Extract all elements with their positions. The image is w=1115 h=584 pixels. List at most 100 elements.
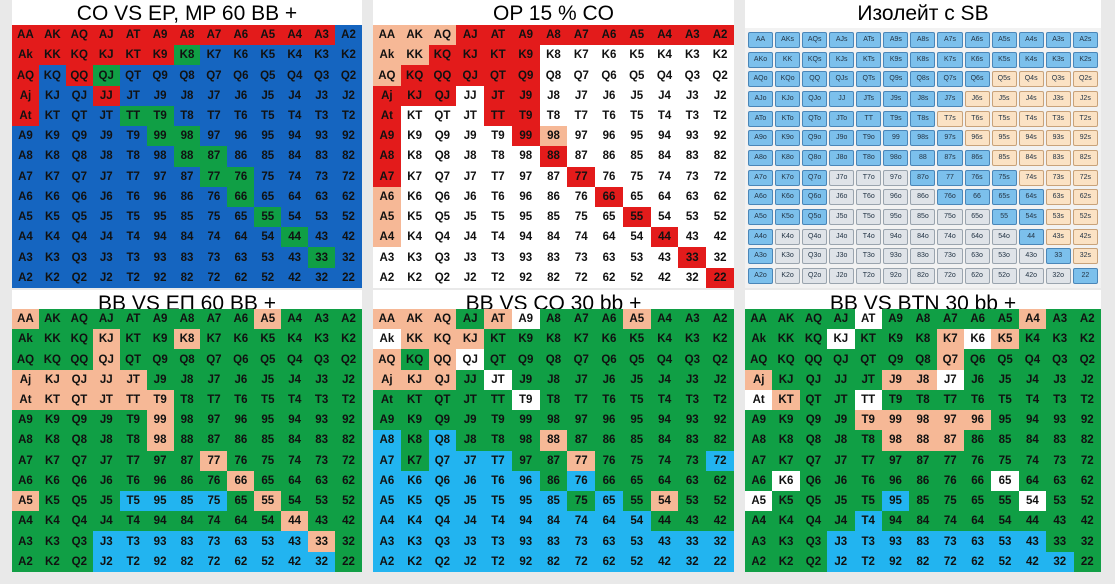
hand-cell: J3: [456, 247, 485, 268]
hand-cell: A9: [12, 410, 39, 431]
hand-cell: 84: [650, 146, 679, 167]
hand-cell: T3: [308, 389, 336, 411]
hand-cell: K9: [400, 126, 429, 147]
hand-cell: 76: [567, 470, 596, 491]
hand-cell: T8: [119, 430, 147, 451]
panel-op-15-co: OP 15 % CO AA AK AQ AJ AT A9 A8 A7 A6 A5 A4 A3 A2 Ak K…: [373, 0, 734, 288]
hand-cell: 63: [308, 186, 336, 207]
hand-cell: A3o: [747, 247, 774, 267]
hand-cell: Q8: [65, 146, 93, 167]
hand-cell: K5o: [774, 207, 801, 227]
range-row: A2o K2o Q2o J2o T2o 92o 82o 72o 62o 52o 42o 32o 22: [747, 266, 1099, 286]
hand-cell: AQo: [747, 69, 774, 89]
hand-cell: 97: [146, 450, 174, 471]
hand-cell: A4: [281, 25, 309, 46]
hand-cell: K7: [38, 450, 66, 471]
hand-cell: 84: [650, 430, 679, 451]
hand-cell: K8: [173, 329, 201, 350]
hand-cell: Q7: [200, 349, 228, 370]
hand-cell: KTs: [855, 50, 882, 70]
hand-cell: T2s: [1072, 109, 1099, 129]
hand-cell: Q4: [799, 511, 828, 532]
hand-cell: 72: [567, 267, 596, 288]
hand-cell: 95: [254, 126, 282, 147]
hand-cell: J4: [650, 85, 679, 106]
hand-cell: QJ: [456, 65, 485, 86]
hand-cell: QT: [854, 349, 882, 370]
hand-cell: QJ: [827, 349, 855, 370]
hand-cell: A4: [12, 511, 39, 532]
range-row: Aj KJ QJ JJ JT J9 J8 J7 J6 J5 J4 J3 J2: [12, 85, 362, 106]
hand-cell: A2s: [1072, 30, 1099, 50]
hand-cell: QJo: [801, 89, 828, 109]
hand-cell: J5s: [991, 89, 1018, 109]
hand-cell: 64: [281, 186, 309, 207]
hand-cell: T5: [254, 389, 282, 411]
hand-cell: 85o: [909, 207, 936, 227]
hand-cell: AQ: [373, 349, 401, 370]
hand-cell: 42: [650, 551, 679, 572]
hand-cell: 44: [1018, 227, 1045, 247]
hand-cell: T9: [119, 126, 147, 147]
hand-cell: K7o: [774, 168, 801, 188]
hand-cell: K9: [772, 410, 800, 431]
hand-cell: 74: [936, 511, 964, 532]
hand-cell: QT: [428, 389, 457, 411]
hand-cell: Q6: [65, 186, 93, 207]
hand-cell: TT: [854, 389, 882, 411]
hand-cell: J2: [335, 85, 362, 106]
hand-cell: AJ: [92, 309, 120, 330]
hand-cell: 32: [678, 551, 707, 572]
hand-cell: KJ: [92, 45, 120, 66]
hand-cell: Q2: [335, 65, 362, 86]
hand-cell: J5: [456, 490, 485, 512]
hand-cell: T4: [650, 389, 679, 411]
hand-cell: K6: [595, 329, 623, 350]
hand-cell: Q5: [254, 349, 282, 370]
hand-cell: 86: [227, 430, 255, 451]
hand-cell: 97: [511, 450, 540, 471]
hand-cell: A2: [335, 309, 362, 330]
hand-cell: 65: [964, 490, 992, 512]
hand-cell: 65s: [991, 188, 1018, 208]
hand-cell: QJ: [65, 369, 93, 390]
range-row: A8 K8 Q8 J8 T8 98 88 87 86 85 84 83 82: [12, 146, 362, 167]
hand-cell: J2: [706, 369, 734, 390]
range-row: A4 K4 Q4 J4 T4 94 84 74 64 54 44 43 42: [12, 227, 362, 248]
range-row: A4o K4o Q4o J4o T4o 94o 84o 74o 64o 54o 44 43s 42s: [747, 227, 1099, 247]
hand-cell: T5: [254, 105, 282, 127]
hand-cell: 97: [200, 126, 228, 147]
hand-cell: J9o: [828, 128, 855, 148]
hand-cell: A8: [173, 309, 201, 330]
hand-cell: ATo: [747, 109, 774, 129]
range-row: A7 K7 Q7 J7 T7 97 87 77 76 75 74 73 72: [12, 450, 362, 471]
hand-cell: K8: [772, 430, 800, 451]
hand-cell: A5: [12, 490, 39, 512]
hand-cell: KQ: [772, 349, 800, 370]
hand-cell: 32o: [1045, 266, 1072, 286]
hand-cell: QTs: [855, 69, 882, 89]
hand-cell: 22: [706, 267, 734, 288]
hand-cell: 75: [622, 166, 651, 187]
range-row: A5o K5o Q5o J5o T5o 95o 85o 75o 65o 55 54s 53s 52s: [747, 207, 1099, 227]
hand-cell: A5: [373, 490, 401, 512]
hand-cell: T9: [511, 389, 540, 411]
hand-cell: 43: [650, 531, 679, 552]
hand-cell: A2: [1073, 309, 1101, 330]
hand-cell: K7: [38, 166, 66, 187]
hand-cell: A2o: [747, 266, 774, 286]
hand-cell: A2: [373, 551, 401, 572]
hand-cell: 95: [146, 490, 174, 512]
hand-cell: 52o: [991, 266, 1018, 286]
hand-cell: 95s: [991, 128, 1018, 148]
hand-cell: KJ: [38, 369, 66, 390]
hand-cell: J5: [92, 490, 120, 512]
hand-cell: Q2o: [801, 266, 828, 286]
hand-cell: 92: [335, 410, 362, 431]
hand-cell: J8o: [828, 148, 855, 168]
hand-cell: QJ: [428, 85, 457, 106]
hand-cell: 52: [335, 206, 362, 228]
hand-cell: 72: [335, 450, 362, 471]
hand-cell: 22: [1073, 551, 1101, 572]
hand-cell: 95: [146, 206, 174, 228]
